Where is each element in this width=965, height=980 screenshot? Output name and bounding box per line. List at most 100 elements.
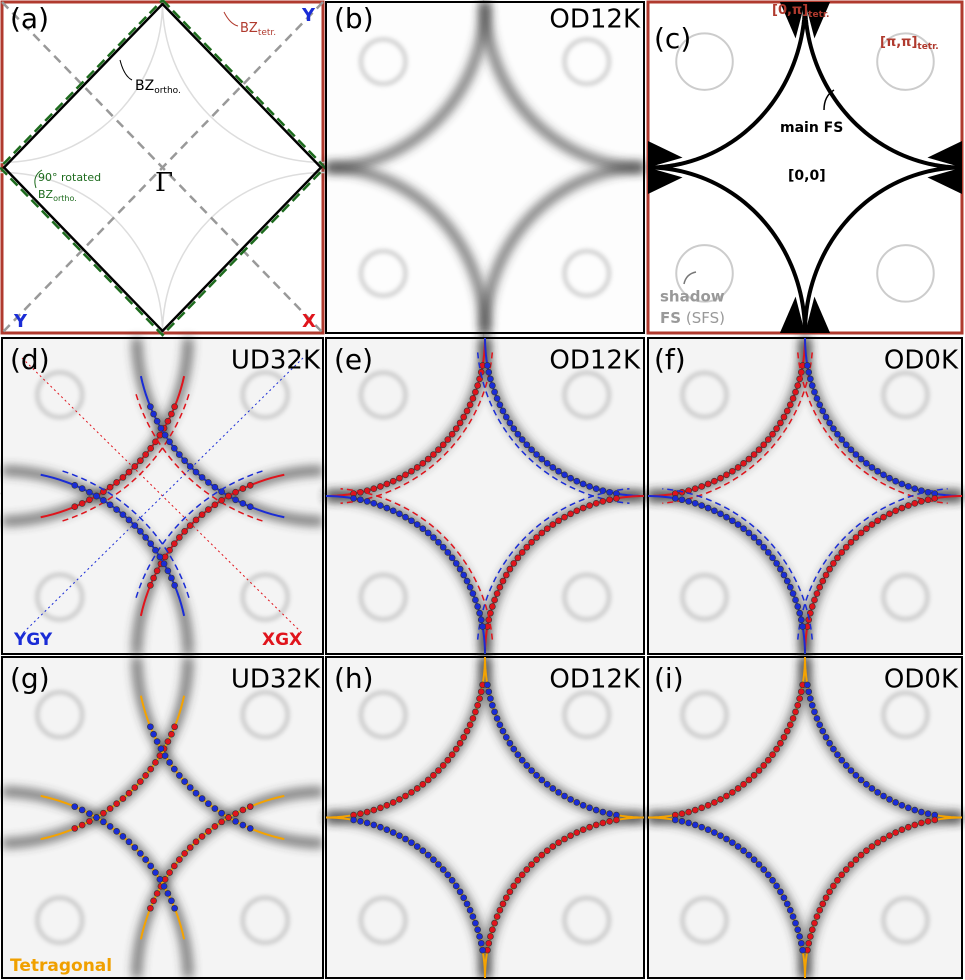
k-main: [π,π]: [880, 35, 917, 50]
data-dot: [795, 383, 801, 389]
data-dot: [158, 746, 164, 752]
data-dot: [107, 502, 113, 508]
data-dot: [777, 740, 783, 746]
data-dot: [593, 822, 599, 828]
data-dot: [793, 709, 799, 715]
data-dot: [692, 807, 698, 813]
data-dot: [171, 766, 177, 772]
data-dot: [390, 478, 396, 484]
data-dot: [774, 560, 780, 566]
data-dot: [761, 867, 767, 873]
data-dot: [568, 796, 574, 802]
data-dot: [494, 914, 500, 920]
data-dot: [699, 483, 705, 489]
data-dot: [494, 715, 500, 721]
data-dot: [781, 572, 787, 578]
data-dot: [905, 483, 911, 489]
data-dot: [587, 503, 593, 509]
sample: OD0K: [884, 665, 959, 695]
data-dot: [137, 458, 143, 464]
x-label: XGX: [262, 630, 302, 650]
data-dot: [453, 560, 459, 566]
data-dot: [600, 809, 606, 815]
data-dot: [435, 539, 441, 545]
data-dot: [486, 369, 492, 375]
data-dot: [461, 734, 467, 740]
data-dot: [761, 762, 767, 768]
data-dot: [839, 437, 845, 443]
data-dot: [492, 597, 498, 603]
data-dot: [425, 777, 431, 783]
data-dot: [420, 526, 426, 532]
data-dot: [863, 460, 869, 466]
data-dot: [746, 530, 752, 536]
data-dot: [534, 772, 540, 778]
data-dot: [396, 833, 402, 839]
data-dot: [587, 824, 593, 830]
data-dot: [390, 799, 396, 805]
data-dot: [807, 933, 813, 939]
data-dot: [507, 740, 513, 746]
data-dot: [233, 489, 239, 495]
data-dot: [107, 484, 113, 490]
data-dot: [562, 514, 568, 520]
panel-label: (e): [334, 343, 373, 376]
data-dot: [457, 566, 463, 572]
data-dot: [809, 383, 815, 389]
data-dot: [449, 555, 455, 561]
data-dot: [126, 469, 132, 475]
data-dot: [539, 777, 545, 783]
data-dot: [120, 833, 126, 839]
data-dot: [86, 818, 92, 824]
data-dot: [593, 486, 599, 492]
data-dot: [529, 447, 535, 453]
data-dot: [167, 759, 173, 765]
data-dot: [371, 807, 377, 813]
data-dot: [453, 883, 459, 889]
data-dot: [165, 739, 171, 745]
data-dot: [529, 767, 535, 773]
data-dot: [435, 767, 441, 773]
data-dot: [830, 560, 836, 566]
data-dot: [219, 497, 225, 503]
data-dot: [741, 460, 747, 466]
data-dot: [182, 779, 188, 785]
data-dot: [148, 445, 154, 451]
data-dot: [497, 907, 503, 913]
data-dot: [171, 863, 177, 869]
data-dot: [807, 376, 813, 382]
data-dot: [445, 437, 451, 443]
data-dot: [226, 493, 232, 499]
data-dot: [529, 862, 535, 868]
data-dot: [804, 682, 810, 688]
data-dot: [830, 426, 836, 432]
data-dot: [172, 905, 178, 911]
data-dot: [770, 431, 776, 437]
data-dot: [686, 809, 692, 815]
data-dot: [151, 731, 157, 737]
data-dot: [193, 839, 199, 845]
data-dot: [165, 418, 171, 424]
data-dot: [464, 901, 470, 907]
data-dot: [539, 852, 545, 858]
data-dot: [86, 489, 92, 495]
data-dot: [869, 464, 875, 470]
data-dot: [430, 772, 436, 778]
data-dot: [72, 825, 78, 831]
data-dot: [761, 544, 767, 550]
data-dot: [912, 807, 918, 813]
data-dot: [484, 362, 490, 368]
data-dot: [524, 544, 530, 550]
data-dot: [384, 802, 390, 808]
data-dot: [445, 872, 451, 878]
data-dot: [875, 468, 881, 474]
data-dot: [430, 451, 436, 457]
data-dot: [137, 779, 143, 785]
data-dot: [240, 807, 246, 813]
data-dot: [887, 475, 893, 481]
data-dot: [735, 844, 741, 850]
data-dot: [843, 544, 849, 550]
data-dot: [93, 815, 99, 821]
data-dot: [100, 497, 106, 503]
data-dot: [607, 818, 613, 824]
